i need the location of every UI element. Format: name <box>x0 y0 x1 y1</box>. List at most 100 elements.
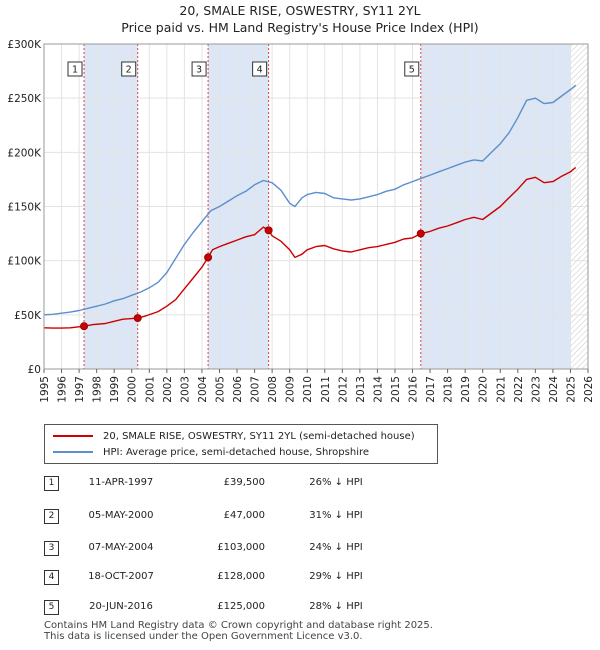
x-tick-label: 2024 <box>548 376 560 403</box>
property-line <box>43 166 577 329</box>
sale-point <box>80 322 89 331</box>
sale-price: £39,500 <box>223 477 265 488</box>
table-row: 2 05-MAY-2000 £47,000 31% ↓ HPI <box>0 506 600 526</box>
x-axis-ticks: 1995 1996 1997 1998 1999 2000 2001 2002 2003 2004… <box>39 369 595 403</box>
series-lines <box>43 84 577 329</box>
legend-swatch-property <box>53 435 93 437</box>
sale-labels: 1 2 3 4 5 <box>67 61 420 77</box>
y-tick-label: £0 <box>28 364 41 376</box>
x-tick-label: 2020 <box>478 376 490 403</box>
sale-point <box>204 253 213 262</box>
sale-price: £47,000 <box>223 510 265 521</box>
table-row: 3 07-MAY-2004 £103,000 24% ↓ HPI <box>0 538 600 558</box>
x-tick-label: 2004 <box>197 376 209 403</box>
sale-date: 18-OCT-2007 <box>88 571 154 582</box>
sale-label-box <box>191 61 207 77</box>
legend-label-property: 20, SMALE RISE, OSWESTRY, SY11 2YL (semi… <box>103 430 415 442</box>
x-tick-label: 2008 <box>267 376 279 403</box>
sale-date: 20-JUN-2016 <box>89 601 153 612</box>
x-tick-label: 2021 <box>495 376 507 403</box>
legend-label-hpi: HPI: Average price, semi-detached house,… <box>103 446 370 458</box>
x-tick-label: 2007 <box>250 376 262 403</box>
y-tick-label: £250K <box>7 93 42 105</box>
legend-swatch-hpi <box>53 451 93 453</box>
x-tick-label: 2017 <box>425 376 437 403</box>
sale-hpi-diff: 29% ↓ HPI <box>309 571 363 582</box>
title-line-2: Price paid vs. HM Land Registry's House … <box>121 20 479 35</box>
x-tick-label: 2001 <box>144 376 156 403</box>
sale-label-box <box>252 61 268 77</box>
sale-number: 2 <box>44 509 59 524</box>
chart-title: 20, SMALE RISE, OSWESTRY, SY11 2YL Price… <box>0 2 600 36</box>
sale-hpi-diff: 28% ↓ HPI <box>309 601 363 612</box>
x-tick-label: 2006 <box>232 376 244 403</box>
sale-hpi-diff: 31% ↓ HPI <box>309 510 363 521</box>
x-tick-label: 2022 <box>513 376 525 403</box>
y-tick-label: £150K <box>7 202 42 214</box>
sale-hpi-diff: 24% ↓ HPI <box>309 542 363 553</box>
sale-price: £128,000 <box>217 571 265 582</box>
x-tick-label: 2002 <box>162 376 174 403</box>
x-tick-label: 2005 <box>214 376 226 403</box>
x-tick-label: 1998 <box>92 376 104 403</box>
x-tick-label: 1997 <box>74 376 86 403</box>
x-tick-label: 2012 <box>337 376 349 403</box>
plot-frame <box>43 43 589 370</box>
sale-label-box <box>404 61 420 77</box>
sale-number: 3 <box>44 541 59 556</box>
sale-label-text: 3 <box>196 65 202 76</box>
sale-label-text: 5 <box>409 65 415 76</box>
x-tick-label: 1999 <box>109 376 121 403</box>
sale-number: 4 <box>44 570 59 585</box>
title-line-1: 20, SMALE RISE, OSWESTRY, SY11 2YL <box>179 3 421 18</box>
x-tick-label: 2003 <box>179 376 191 403</box>
sale-label-text: 4 <box>257 65 263 76</box>
x-tick-label: 2025 <box>565 376 577 403</box>
sale-date: 11-APR-1997 <box>88 477 154 488</box>
x-tick-label: 2014 <box>372 376 384 403</box>
sale-date: 05-MAY-2000 <box>88 510 154 521</box>
table-row: 4 18-OCT-2007 £128,000 29% ↓ HPI <box>0 567 600 587</box>
footer-licence: This data is licensed under the Open Gov… <box>44 631 363 642</box>
footer-copyright: Contains HM Land Registry data © Crown c… <box>44 620 433 631</box>
x-tick-label: 2009 <box>285 376 297 403</box>
y-tick-label: £200K <box>7 147 42 159</box>
x-tick-label: 2018 <box>443 376 455 403</box>
x-tick-label: 2023 <box>530 376 542 403</box>
x-tick-label: 1995 <box>39 376 51 403</box>
y-tick-label: £100K <box>7 256 42 268</box>
sale-date: 07-MAY-2004 <box>88 542 154 553</box>
sale-label-text: 2 <box>126 65 132 76</box>
table-row: 5 20-JUN-2016 £125,000 28% ↓ HPI <box>0 597 600 617</box>
hpi-line <box>43 84 577 316</box>
legend: 20, SMALE RISE, OSWESTRY, SY11 2YL (semi… <box>44 424 438 464</box>
x-tick-label: 2019 <box>460 376 472 403</box>
x-tick-label: 2010 <box>302 376 314 403</box>
sale-point <box>133 314 142 323</box>
footer: Contains HM Land Registry data © Crown c… <box>44 620 433 642</box>
y-axis-ticks: £0 £50K £100K £150K £200K £250K £300K <box>7 39 42 376</box>
x-tick-label: 2026 <box>583 376 595 403</box>
x-tick-label: 2000 <box>127 376 139 403</box>
sale-price: £125,000 <box>217 601 265 612</box>
table-row: 1 11-APR-1997 £39,500 26% ↓ HPI <box>0 473 600 493</box>
sale-points <box>80 226 425 331</box>
sale-label-text: 1 <box>72 65 78 76</box>
sale-number: 5 <box>44 600 59 615</box>
legend-item-property: 20, SMALE RISE, OSWESTRY, SY11 2YL (semi… <box>53 428 415 444</box>
y-tick-label: £50K <box>14 310 42 322</box>
sale-hpi-diff: 26% ↓ HPI <box>309 477 363 488</box>
x-tick-label: 2011 <box>320 376 332 403</box>
legend-item-hpi: HPI: Average price, semi-detached house,… <box>53 444 369 460</box>
sale-label-box <box>121 61 137 77</box>
sale-point <box>416 229 425 238</box>
x-tick-label: 2013 <box>355 376 367 403</box>
price-chart: 1 2 3 4 5 1995 1996 1997 1998 1999 2000 2001 2002 20… <box>7 39 595 403</box>
sale-point <box>264 226 273 235</box>
y-tick-label: £300K <box>7 39 42 51</box>
sale-number: 1 <box>44 476 59 491</box>
sale-price: £103,000 <box>217 542 265 553</box>
x-tick-label: 2015 <box>390 376 402 403</box>
x-tick-label: 1996 <box>57 376 69 403</box>
x-tick-label: 2016 <box>408 376 420 403</box>
